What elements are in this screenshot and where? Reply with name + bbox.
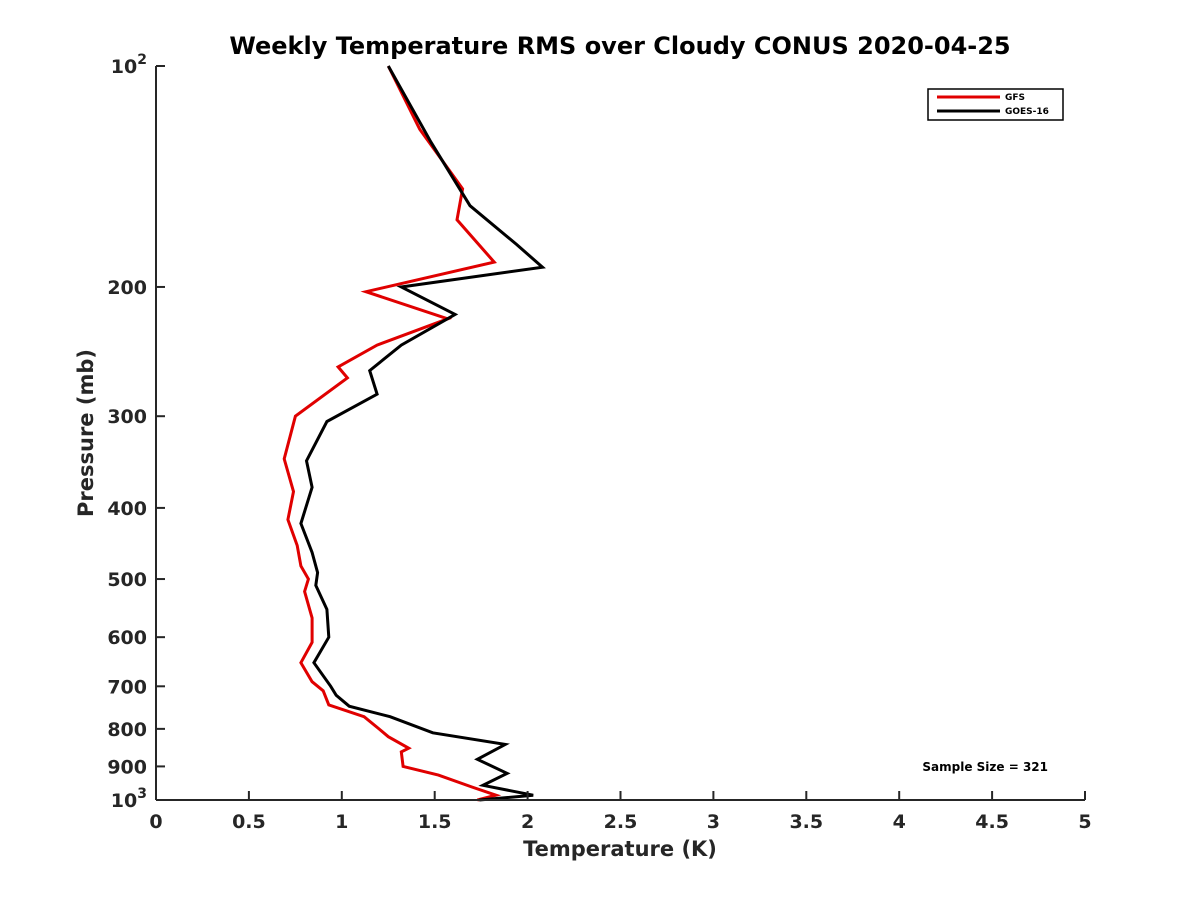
chart-title: Weekly Temperature RMS over Cloudy CONUS… (229, 32, 1010, 60)
y-tick-label: 102 (111, 52, 147, 78)
legend-box (927, 88, 1064, 121)
y-tick-label: 103 (111, 786, 147, 812)
y-tick-label: 400 (107, 498, 147, 520)
x-tick-label: 0.5 (232, 811, 266, 833)
y-tick-label: 600 (107, 627, 147, 649)
x-tick-label: 3 (707, 811, 720, 833)
y-tick-base: 10 (111, 790, 137, 812)
x-ticks: 0 0.5 1 1.5 2 2.5 3 3.5 4 4.5 5 (149, 791, 1092, 833)
y-tick-label: 700 (107, 676, 147, 698)
y-tick-base: 10 (111, 56, 137, 78)
y-tick-label: 800 (107, 719, 147, 741)
series-layer (282, 65, 546, 802)
y-tick-label: 900 (107, 756, 147, 778)
sample-size-annotation: Sample Size = 321 (922, 760, 1048, 774)
x-tick-label: 1 (335, 811, 348, 833)
x-tick-label: 5 (1078, 811, 1091, 833)
legend: GFS GOES-16 (927, 88, 1064, 121)
x-tick-label: 4 (893, 811, 906, 833)
legend-label-goes16: GOES-16 (1005, 107, 1049, 117)
y-tick-label: 500 (107, 569, 147, 591)
series-line-gfs (282, 65, 502, 802)
x-tick-label: 1.5 (418, 811, 452, 833)
y-tick-exponent: 2 (137, 52, 147, 68)
x-tick-label: 3.5 (789, 811, 823, 833)
y-tick-label: 300 (107, 406, 147, 428)
y-tick-exponent: 3 (137, 786, 147, 802)
x-tick-label: 4.5 (975, 811, 1009, 833)
x-axis-label: Temperature (K) (523, 837, 717, 861)
x-tick-label: 0 (149, 811, 162, 833)
x-tick-label: 2 (521, 811, 534, 833)
x-tick-label: 2.5 (604, 811, 638, 833)
y-axis-label: Pressure (mb) (74, 349, 98, 517)
legend-label-gfs: GFS (1005, 93, 1025, 103)
series-line-goes-16 (299, 65, 546, 802)
y-tick-label: 200 (107, 277, 147, 299)
